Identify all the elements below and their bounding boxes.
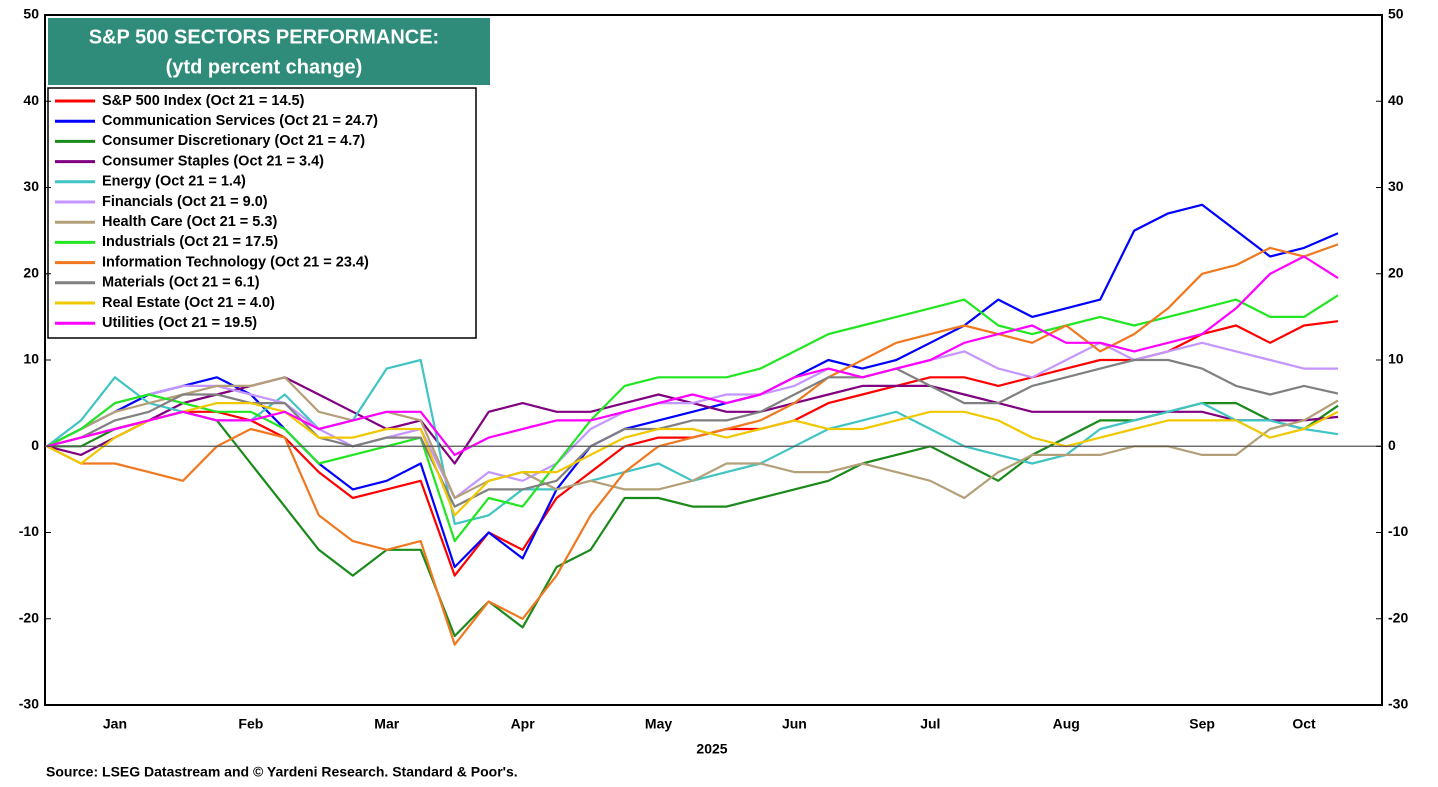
x-tick-label: Jun: [782, 716, 807, 732]
series-line: [47, 402, 1339, 638]
x-axis-label: 2025: [696, 741, 727, 757]
y-tick-label: 10: [23, 351, 39, 367]
legend-label: Industrials (Oct 21 = 17.5): [102, 234, 278, 250]
series-line: [46, 402, 1339, 517]
y-tick-label: 30: [23, 178, 39, 194]
legend-label: Financials (Oct 21 = 9.0): [102, 194, 268, 210]
y-tick-label: 40: [23, 92, 39, 108]
legend-label: S&P 500 Index (Oct 21 = 14.5): [102, 93, 305, 109]
legend-label: Information Technology (Oct 21 = 23.4): [102, 254, 369, 270]
y-tick-label: 0: [31, 437, 39, 453]
series-line: [46, 358, 1339, 525]
series-line: [46, 255, 1339, 456]
x-tick-label: Apr: [511, 716, 536, 732]
legend-label: Real Estate (Oct 21 = 4.0): [102, 295, 275, 311]
y-tick-label: 20: [23, 264, 39, 280]
y2-tick-label: -20: [1388, 609, 1408, 625]
legend-label: Utilities (Oct 21 = 19.5): [102, 315, 257, 331]
series-line: [46, 358, 1339, 508]
y-tick-label: -20: [19, 609, 39, 625]
y2-tick-label: 0: [1388, 437, 1396, 453]
x-tick-label: Jan: [103, 716, 127, 732]
x-tick-label: Feb: [238, 716, 263, 732]
legend-label: Materials (Oct 21 = 6.1): [102, 275, 260, 291]
legend-label: Health Care (Oct 21 = 5.3): [102, 214, 277, 230]
legend-label: Consumer Discretionary (Oct 21 = 4.7): [102, 133, 365, 149]
legend-label: Consumer Staples (Oct 21 = 3.4): [102, 153, 324, 169]
y2-tick-label: 10: [1388, 351, 1404, 367]
series-line: [46, 243, 1339, 646]
y2-tick-label: 40: [1388, 92, 1404, 108]
chart-title: S&P 500 SECTORS PERFORMANCE:: [89, 26, 439, 48]
series-line: [46, 376, 1339, 500]
y2-tick-label: -30: [1388, 696, 1408, 712]
y2-tick-label: -10: [1388, 523, 1408, 539]
y2-tick-label: 20: [1388, 264, 1404, 280]
legend-label: Energy (Oct 21 = 1.4): [102, 174, 246, 190]
y2-tick-label: 50: [1388, 6, 1404, 22]
x-tick-label: Aug: [1053, 716, 1080, 732]
x-tick-label: Sep: [1189, 716, 1215, 732]
x-tick-label: Jul: [920, 716, 940, 732]
x-tick-label: Mar: [374, 716, 399, 732]
y-tick-label: 50: [23, 6, 39, 22]
y-tick-label: -30: [19, 696, 39, 712]
legend-box: [47, 87, 477, 339]
x-tick-label: May: [645, 716, 672, 732]
series-line: [46, 341, 1338, 500]
chart-subtitle: (ytd percent change): [166, 56, 363, 78]
x-tick-label: Oct: [1292, 716, 1316, 732]
y-tick-label: -10: [19, 523, 39, 539]
source-note: Source: LSEG Datastream and © Yardeni Re…: [46, 764, 518, 780]
title-box: [48, 18, 490, 85]
legend-label: Communication Services (Oct 21 = 24.7): [102, 113, 378, 129]
y2-tick-label: 30: [1388, 178, 1404, 194]
lines: [46, 203, 1339, 646]
